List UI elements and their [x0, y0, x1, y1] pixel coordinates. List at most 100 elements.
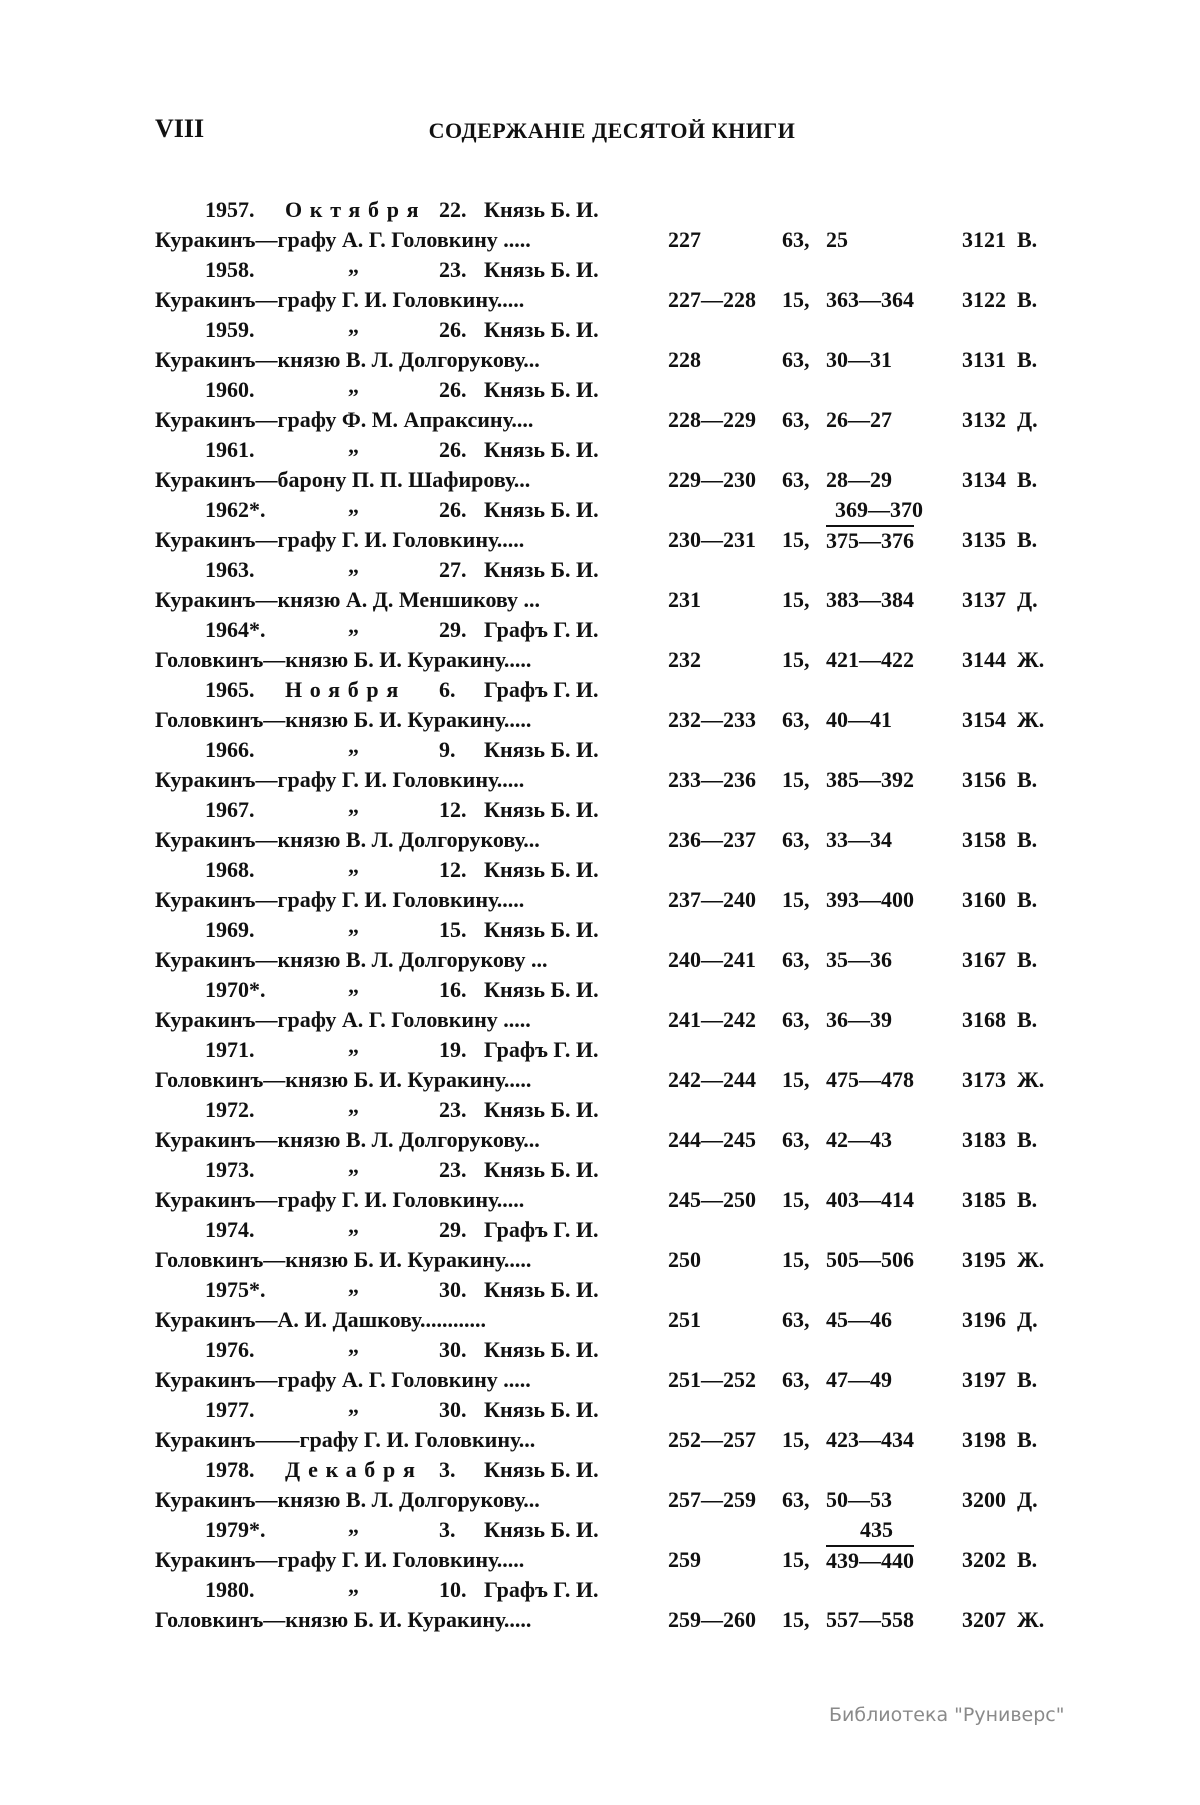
- page-number: VIII: [155, 114, 205, 143]
- entry-pages: 251: [668, 1307, 701, 1332]
- entry-day: 29.: [439, 617, 467, 642]
- entry-day: 19.: [439, 1037, 467, 1062]
- entry-mark: В.: [1017, 467, 1038, 492]
- entry-mark: В.: [1017, 1367, 1038, 1392]
- entry-description: Куракинъ—князю В. Л. Долгорукову...: [155, 1127, 540, 1152]
- ditto-mark: „: [348, 1273, 359, 1298]
- ditto-mark: „: [348, 1393, 359, 1418]
- entry-volume: 63,: [782, 1007, 810, 1032]
- ditto-mark: „: [348, 1093, 359, 1118]
- entry-doc-number: 3202: [962, 1547, 1006, 1572]
- entry-number: 1966.: [205, 737, 255, 762]
- entry-volume: 63,: [782, 1127, 810, 1152]
- ditto-mark: „: [348, 1153, 359, 1178]
- entry-doc-number: 3195: [962, 1247, 1006, 1272]
- entry-sender: Князь Б. И.: [484, 1397, 599, 1422]
- entry-range: 28—29: [826, 467, 892, 492]
- entry-description: Куракинъ—графу Г. И. Головкину.....: [155, 527, 525, 552]
- entry-number: 1975*.: [205, 1277, 266, 1302]
- entry-pages: 244—245: [668, 1127, 756, 1152]
- entry-sender: Князь Б. И.: [484, 377, 599, 402]
- entry-doc-number: 3183: [962, 1127, 1006, 1152]
- entry-doc-number: 3207: [962, 1607, 1006, 1632]
- entry-description: Куракинъ—князю В. Л. Долгорукову...: [155, 347, 540, 372]
- entry-doc-number: 3137: [962, 587, 1006, 612]
- entry-day: 26.: [439, 497, 467, 522]
- entry-pages: 228—229: [668, 407, 756, 432]
- entry-sender: Князь Б. И.: [484, 857, 599, 882]
- entry-pages: 251—252: [668, 1367, 756, 1392]
- ditto-mark: „: [348, 1213, 359, 1238]
- entry-mark: Д.: [1017, 587, 1038, 612]
- entry-mark: В.: [1017, 347, 1038, 372]
- entry-range: 25: [826, 227, 848, 252]
- entry-doc-number: 3158: [962, 827, 1006, 852]
- entry-pages: 229—230: [668, 467, 756, 492]
- entry-pages: 241—242: [668, 1007, 756, 1032]
- entry-sender: Князь Б. И.: [484, 737, 599, 762]
- entry-pages: 227—228: [668, 287, 756, 312]
- entry-description: Куракинъ—барону П. П. Шафирову...: [155, 467, 531, 492]
- entry-volume: 15,: [782, 1187, 810, 1212]
- entry-pages: 227: [668, 227, 701, 252]
- entry-doc-number: 3154: [962, 707, 1006, 732]
- entry-description: Куракинъ—А. И. Дашкову............: [155, 1307, 486, 1332]
- entry-mark: В.: [1017, 767, 1038, 792]
- entry-month: Декабря: [285, 1457, 423, 1482]
- entry-day: 16.: [439, 977, 467, 1002]
- entry-mark: В.: [1017, 227, 1038, 252]
- entry-mark: Ж.: [1017, 1067, 1045, 1092]
- entry-mark: Ж.: [1017, 1607, 1045, 1632]
- entry-doc-number: 3198: [962, 1427, 1006, 1452]
- entry-description: Куракинъ—графу Г. И. Головкину.....: [155, 1547, 525, 1572]
- entry-mark: В.: [1017, 1547, 1038, 1572]
- entry-pages: 236—237: [668, 827, 756, 852]
- entry-day: 12.: [439, 797, 467, 822]
- entry-pages: 259: [668, 1547, 701, 1572]
- entry-description: Куракинъ—графу А. Г. Головкину .....: [155, 227, 531, 252]
- entry-number: 1958.: [205, 257, 255, 282]
- entry-description: Куракинъ—князю В. Л. Долгорукову ...: [155, 947, 548, 972]
- entry-range: 385—392: [826, 767, 914, 792]
- entry-description: Куракинъ—графу Г. И. Головкину.....: [155, 887, 525, 912]
- entry-mark: В.: [1017, 947, 1038, 972]
- entry-sender: Графъ Г. И.: [484, 1217, 599, 1242]
- entry-volume: 63,: [782, 1487, 810, 1512]
- entry-sender: Графъ Г. И.: [484, 1037, 599, 1062]
- entry-volume: 15,: [782, 767, 810, 792]
- ditto-mark: „: [348, 973, 359, 998]
- entry-number: 1970*.: [205, 977, 266, 1002]
- entry-number: 1972.: [205, 1097, 255, 1122]
- entry-description: Головкинъ—князю Б. И. Куракину.....: [155, 647, 532, 672]
- entry-range: 30—31: [826, 347, 892, 372]
- entry-day: 30.: [439, 1397, 467, 1422]
- entry-doc-number: 3160: [962, 887, 1006, 912]
- entry-sender: Графъ Г. И.: [484, 677, 599, 702]
- library-watermark: Библиотека "Руниверс": [829, 1704, 1065, 1726]
- entry-volume: 15,: [782, 1247, 810, 1272]
- entry-day: 3.: [439, 1457, 456, 1482]
- entry-range: 36—39: [826, 1007, 892, 1032]
- entry-doc-number: 3132: [962, 407, 1006, 432]
- entry-volume: 15,: [782, 1607, 810, 1632]
- entry-sender: Графъ Г. И.: [484, 617, 599, 642]
- entry-sender: Князь Б. И.: [484, 197, 599, 222]
- entry-description: Куракинъ—графу Г. И. Головкину.....: [155, 767, 525, 792]
- entry-description: Куракинъ—графу Г. И. Головкину.....: [155, 1187, 525, 1212]
- entry-volume: 15,: [782, 1427, 810, 1452]
- entry-volume: 15,: [782, 887, 810, 912]
- entry-doc-number: 3135: [962, 527, 1006, 552]
- entry-range: 375—376: [826, 525, 914, 554]
- entry-description: Головкинъ—князю Б. И. Куракину.....: [155, 1607, 532, 1632]
- entry-number: 1962*.: [205, 497, 266, 522]
- ditto-mark: „: [348, 793, 359, 818]
- entry-volume: 15,: [782, 287, 810, 312]
- entry-day: 26.: [439, 317, 467, 342]
- ditto-mark: „: [348, 613, 359, 638]
- entry-pages: 252—257: [668, 1427, 756, 1452]
- entry-sender: Графъ Г. И.: [484, 1577, 599, 1602]
- entry-mark: В.: [1017, 1007, 1038, 1032]
- entry-day: 9.: [439, 737, 456, 762]
- entry-doc-number: 3197: [962, 1367, 1006, 1392]
- entry-doc-number: 3196: [962, 1307, 1006, 1332]
